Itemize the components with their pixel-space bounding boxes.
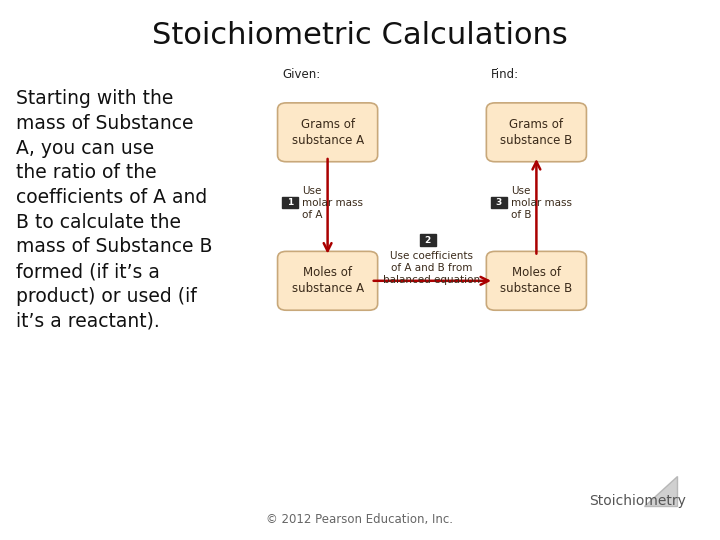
Text: 2: 2 — [425, 236, 431, 245]
Text: Starting with the
mass of Substance
A, you can use
the ratio of the
coefficients: Starting with the mass of Substance A, y… — [16, 89, 212, 330]
Text: 3: 3 — [496, 198, 502, 207]
Text: Use
molar mass
of A: Use molar mass of A — [302, 186, 364, 219]
Text: © 2012 Pearson Education, Inc.: © 2012 Pearson Education, Inc. — [266, 513, 454, 526]
Text: Use coefficients
of A and B from
balanced equation: Use coefficients of A and B from balance… — [384, 252, 480, 285]
Text: 1: 1 — [287, 198, 293, 207]
Text: Grams of
substance B: Grams of substance B — [500, 118, 572, 147]
Text: Moles of
substance A: Moles of substance A — [292, 266, 364, 295]
Text: Grams of
substance A: Grams of substance A — [292, 118, 364, 147]
Text: Moles of
substance B: Moles of substance B — [500, 266, 572, 295]
Text: Find:: Find: — [491, 68, 519, 81]
FancyBboxPatch shape — [487, 252, 587, 310]
FancyBboxPatch shape — [278, 103, 377, 162]
Text: Stoichiometry: Stoichiometry — [589, 494, 686, 508]
FancyBboxPatch shape — [278, 252, 377, 310]
FancyBboxPatch shape — [487, 103, 587, 162]
Polygon shape — [644, 476, 677, 506]
Text: Use
molar mass
of B: Use molar mass of B — [511, 186, 572, 219]
FancyBboxPatch shape — [491, 197, 507, 208]
Text: Given:: Given: — [282, 68, 320, 81]
FancyBboxPatch shape — [420, 234, 436, 246]
Text: Stoichiometric Calculations: Stoichiometric Calculations — [152, 21, 568, 50]
FancyBboxPatch shape — [282, 197, 298, 208]
